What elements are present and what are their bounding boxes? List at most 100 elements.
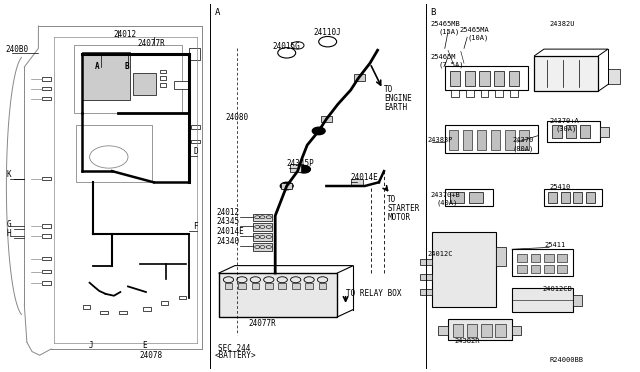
Text: J: J xyxy=(88,341,93,350)
Text: G: G xyxy=(6,220,11,229)
Text: 24012: 24012 xyxy=(114,30,137,39)
Bar xyxy=(253,233,272,241)
Bar xyxy=(438,326,448,335)
Text: 24015G: 24015G xyxy=(272,42,300,51)
Bar xyxy=(494,71,504,86)
Text: 25465MB: 25465MB xyxy=(430,21,460,27)
Bar xyxy=(253,223,272,231)
Bar xyxy=(496,247,506,266)
Text: TO: TO xyxy=(387,195,396,204)
Bar xyxy=(238,283,246,289)
Bar xyxy=(544,254,554,262)
Text: MOTOR: MOTOR xyxy=(387,213,410,222)
Text: TO: TO xyxy=(384,85,393,94)
Bar xyxy=(445,125,538,153)
Bar xyxy=(420,274,432,280)
Text: F: F xyxy=(193,222,198,231)
Bar xyxy=(265,283,273,289)
Bar xyxy=(580,125,590,138)
Text: 240B0: 240B0 xyxy=(5,45,28,54)
Bar xyxy=(548,192,557,203)
Text: 24077R: 24077R xyxy=(138,39,165,48)
Bar xyxy=(481,90,488,97)
Text: <BATTERY>: <BATTERY> xyxy=(214,351,256,360)
Bar xyxy=(319,283,326,289)
Text: TO RELAY BOX: TO RELAY BOX xyxy=(346,289,401,298)
Bar xyxy=(517,265,527,273)
Bar xyxy=(252,283,259,289)
Bar xyxy=(557,254,567,262)
Text: 24370: 24370 xyxy=(512,137,533,143)
Text: (15A): (15A) xyxy=(438,29,460,35)
Text: H: H xyxy=(6,229,11,238)
Bar xyxy=(600,127,609,137)
Bar xyxy=(608,69,620,84)
Text: 25465MA: 25465MA xyxy=(460,27,489,33)
Text: B: B xyxy=(430,8,435,17)
Text: 24012CB: 24012CB xyxy=(543,286,572,292)
Text: 25410: 25410 xyxy=(549,185,570,190)
Bar xyxy=(42,281,51,285)
Bar xyxy=(512,249,573,276)
Text: 24340: 24340 xyxy=(216,237,239,246)
Bar xyxy=(42,270,51,273)
Text: (7.5A): (7.5A) xyxy=(438,61,464,68)
Bar xyxy=(450,192,464,203)
Text: 24345: 24345 xyxy=(216,217,239,226)
Text: 24012C: 24012C xyxy=(428,251,453,257)
Text: A: A xyxy=(95,62,99,71)
Bar xyxy=(420,259,432,265)
Bar xyxy=(432,232,496,307)
Bar xyxy=(557,265,567,273)
Text: (10A): (10A) xyxy=(467,35,488,41)
Bar xyxy=(451,90,459,97)
Bar xyxy=(281,183,292,189)
Bar xyxy=(74,45,182,113)
Text: A: A xyxy=(215,8,220,17)
Bar xyxy=(573,192,582,203)
Text: 24078: 24078 xyxy=(140,351,163,360)
Bar xyxy=(491,130,500,150)
Text: 24370+B: 24370+B xyxy=(430,192,460,198)
Bar xyxy=(453,324,463,337)
Text: K: K xyxy=(6,170,11,179)
Bar xyxy=(143,307,151,311)
Bar xyxy=(253,243,272,251)
Bar xyxy=(321,116,332,122)
Bar xyxy=(495,324,506,337)
Bar xyxy=(179,296,186,299)
Bar xyxy=(83,305,90,309)
Bar xyxy=(477,130,486,150)
Bar xyxy=(351,179,363,186)
Text: B: B xyxy=(125,62,129,71)
Bar xyxy=(544,265,554,273)
Bar xyxy=(466,90,474,97)
Bar xyxy=(354,74,365,81)
Text: 25411: 25411 xyxy=(544,243,565,248)
Bar xyxy=(100,311,108,314)
Bar xyxy=(531,254,540,262)
Bar xyxy=(509,71,519,86)
Bar xyxy=(510,90,518,97)
Bar xyxy=(253,214,272,221)
Bar xyxy=(481,324,492,337)
Text: E: E xyxy=(142,341,147,350)
Bar xyxy=(467,324,477,337)
Bar xyxy=(420,289,432,295)
Bar xyxy=(42,234,51,238)
Bar xyxy=(573,295,582,306)
Text: SEC 244: SEC 244 xyxy=(218,344,250,353)
Bar xyxy=(160,70,166,73)
Text: 25465M: 25465M xyxy=(430,54,456,60)
Bar xyxy=(292,283,300,289)
Bar xyxy=(463,130,472,150)
Text: (80A): (80A) xyxy=(512,145,533,152)
Circle shape xyxy=(298,166,310,173)
Bar xyxy=(465,71,475,86)
Circle shape xyxy=(312,127,325,135)
Bar xyxy=(191,140,200,143)
Bar xyxy=(448,319,512,340)
Text: STARTER: STARTER xyxy=(387,204,420,213)
Text: ENGINE: ENGINE xyxy=(384,94,412,103)
Bar xyxy=(189,48,200,60)
